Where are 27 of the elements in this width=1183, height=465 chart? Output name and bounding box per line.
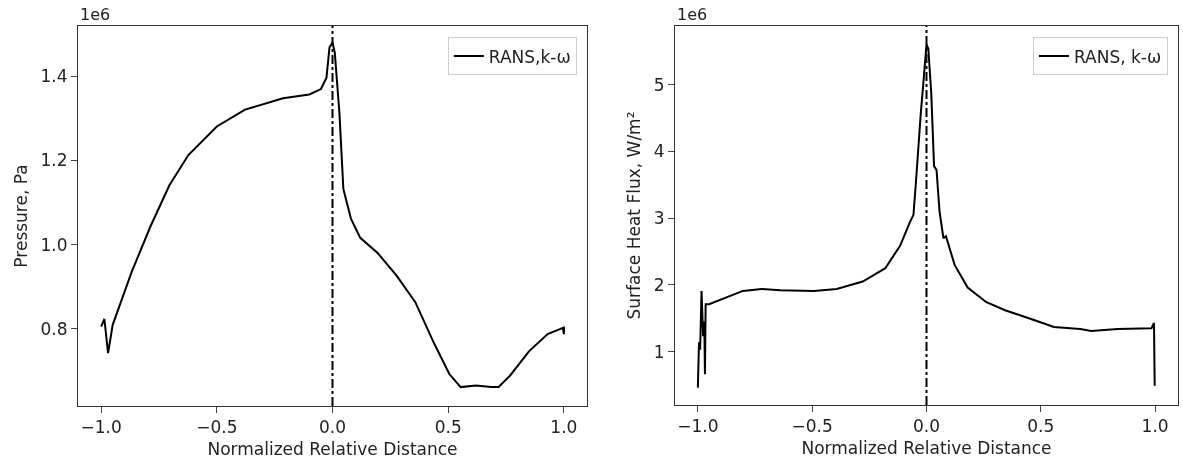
x-tick-label: 0.5 <box>1027 416 1055 437</box>
x-tick-label: −1.0 <box>80 417 122 438</box>
x-tick-label: 0.0 <box>318 417 347 438</box>
x-axis-title: Normalized Relative Distance <box>207 438 458 459</box>
text: 1e6 <box>80 5 111 24</box>
y-tick-label: 1.2 <box>40 150 68 171</box>
y-tick-label: 1.0 <box>40 234 68 255</box>
y-axis-title: Surface Heat Flux, W/m² <box>624 111 645 320</box>
x-tick-label: 1.0 <box>1141 416 1169 437</box>
y-tick-label: 3 <box>653 208 665 229</box>
y-axis-title: Pressure, Pa <box>11 164 32 268</box>
x-tick-label: 0.5 <box>434 417 462 438</box>
y-tick-label: 0.8 <box>40 318 68 339</box>
y-tick-label: 1 <box>653 341 665 362</box>
x-tick-label: −1.0 <box>677 416 719 437</box>
y-tick-label: 4 <box>653 141 665 162</box>
x-axis-title: Normalized Relative Distance <box>801 437 1052 458</box>
x-tick-label: 0.0 <box>912 416 941 437</box>
x-tick-label: −0.5 <box>791 416 833 437</box>
y-tick-label: 1.4 <box>40 66 68 87</box>
text: 1e6 <box>677 5 708 24</box>
x-tick-label: −0.5 <box>196 417 238 438</box>
x-tick-label: 1.0 <box>550 417 578 438</box>
legend-label: RANS, k-ω <box>1073 46 1162 67</box>
legend-label: RANS,k-ω <box>488 46 571 67</box>
y-tick-label: 2 <box>653 274 665 295</box>
y-tick-label: 5 <box>653 74 665 95</box>
